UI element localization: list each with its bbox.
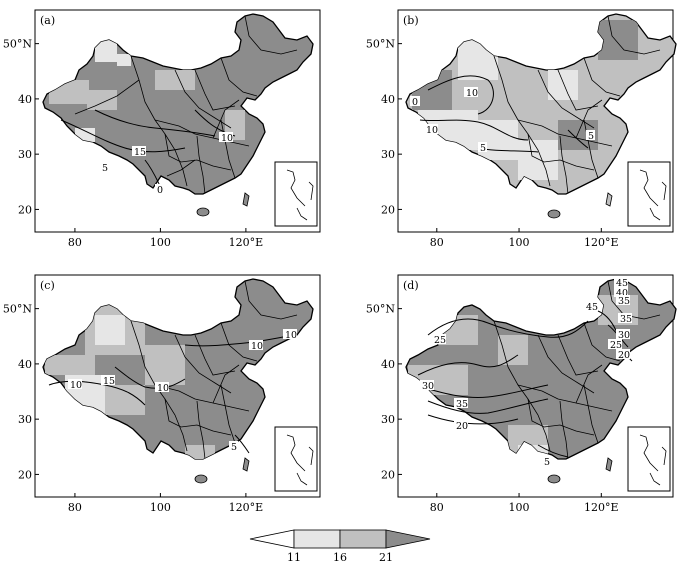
hainan [194,474,208,484]
province-borders [74,15,298,194]
y-tick-label: 20 [381,203,395,216]
x-tick-label: 80 [430,236,444,249]
x-tick-label: 80 [430,501,444,514]
panel-b: (b) [397,9,677,233]
province-borders [493,15,661,194]
y-tick-label: 30 [381,413,395,426]
x-tick-label: 80 [68,236,82,249]
contour-labels: 10 15 5 0 [100,132,233,196]
y-tick-label: 20 [18,468,32,481]
panel-label: (a) [40,14,55,27]
y-tick-label: 50°N [3,303,32,316]
x-tick-label: 120°E [584,236,619,249]
y-tick-label: 50°N [3,38,32,51]
svg-text:20: 20 [456,421,468,432]
y-tick-label: 20 [18,203,32,216]
svg-text:45: 45 [586,302,598,313]
hainan [547,474,561,484]
x-tick-label: 120°E [584,501,619,514]
svg-text:5: 5 [231,442,237,453]
svg-text:30: 30 [422,381,434,392]
svg-text:15: 15 [103,376,115,387]
svg-text:0: 0 [157,185,163,196]
panel-label: (d) [403,279,419,292]
svg-text:35: 35 [456,399,468,410]
y-tick-label: 40 [381,358,395,371]
colorbar-label-11: 11 [287,551,301,563]
svg-text:30: 30 [618,330,630,341]
x-tick-label: 120°E [229,501,264,514]
colorbar-seg-16-21 [339,529,387,549]
svg-text:40: 40 [616,288,628,299]
y-tick-label: 30 [18,413,32,426]
x-tick-label: 80 [68,501,82,514]
inset-map [627,426,671,492]
hainan [547,209,561,219]
svg-text:5: 5 [480,143,486,154]
panel-d: (d) [397,274,677,498]
colorbar-seg-11-16 [293,529,341,549]
inset-map [627,161,671,227]
contour-labels: 45 40 45 35 35 30 25 20 25 30 [420,277,632,468]
svg-text:10: 10 [70,380,82,391]
svg-text:5: 5 [588,131,594,142]
svg-text:0: 0 [412,97,418,108]
svg-text:15: 15 [134,147,146,158]
y-tick-label: 50°N [366,38,395,51]
china-map: 0 10 10 5 5 [405,13,677,195]
svg-text:35: 35 [618,296,630,307]
svg-text:35: 35 [620,314,632,325]
svg-text:5: 5 [544,457,550,468]
y-tick-label: 40 [18,358,32,371]
taiwan [242,192,250,207]
panel-label: (b) [403,14,419,27]
colorbar-label-21: 21 [379,551,393,563]
x-tick-label: 120°E [229,236,264,249]
svg-text:10: 10 [221,133,233,144]
taiwan [242,457,250,472]
colorbar-seg-above-21 [385,529,431,549]
taiwan [605,192,613,207]
contour-lines [417,310,633,458]
taiwan [605,457,613,472]
province-borders [493,280,661,459]
y-tick-label: 30 [381,148,395,161]
contour-labels: 0 10 10 5 5 [410,87,595,154]
svg-text:10: 10 [251,341,263,352]
province-borders [130,280,298,459]
x-tick-label: 100 [150,236,171,249]
china-map: 10 15 5 0 [42,13,314,196]
colorbar: 11 16 21 [249,529,431,564]
y-tick-label: 30 [18,148,32,161]
x-tick-label: 100 [509,501,530,514]
colorbar-label-16: 16 [333,551,347,563]
hainan [196,207,210,217]
inset-map [274,161,318,227]
svg-text:45: 45 [616,278,628,289]
y-tick-label: 50°N [366,303,395,316]
panel-label: (c) [40,279,55,292]
svg-text:20: 20 [618,350,630,361]
contour-labels: 10 10 10 15 10 5 [68,329,297,453]
svg-text:10: 10 [157,383,169,394]
svg-text:25: 25 [434,335,446,346]
panel-c: (c) [34,274,321,498]
svg-text:10: 10 [466,88,478,99]
y-tick-label: 20 [381,468,395,481]
svg-text:10: 10 [285,330,297,341]
y-tick-label: 40 [18,93,32,106]
inset-map [274,426,318,492]
svg-text:10: 10 [426,125,438,136]
x-tick-label: 100 [509,236,530,249]
panel-a: (a) [34,9,321,233]
y-tick-label: 40 [381,93,395,106]
svg-text:25: 25 [610,340,622,351]
colorbar-seg-below-11 [249,529,295,549]
svg-text:5: 5 [102,163,108,174]
x-tick-label: 100 [150,501,171,514]
